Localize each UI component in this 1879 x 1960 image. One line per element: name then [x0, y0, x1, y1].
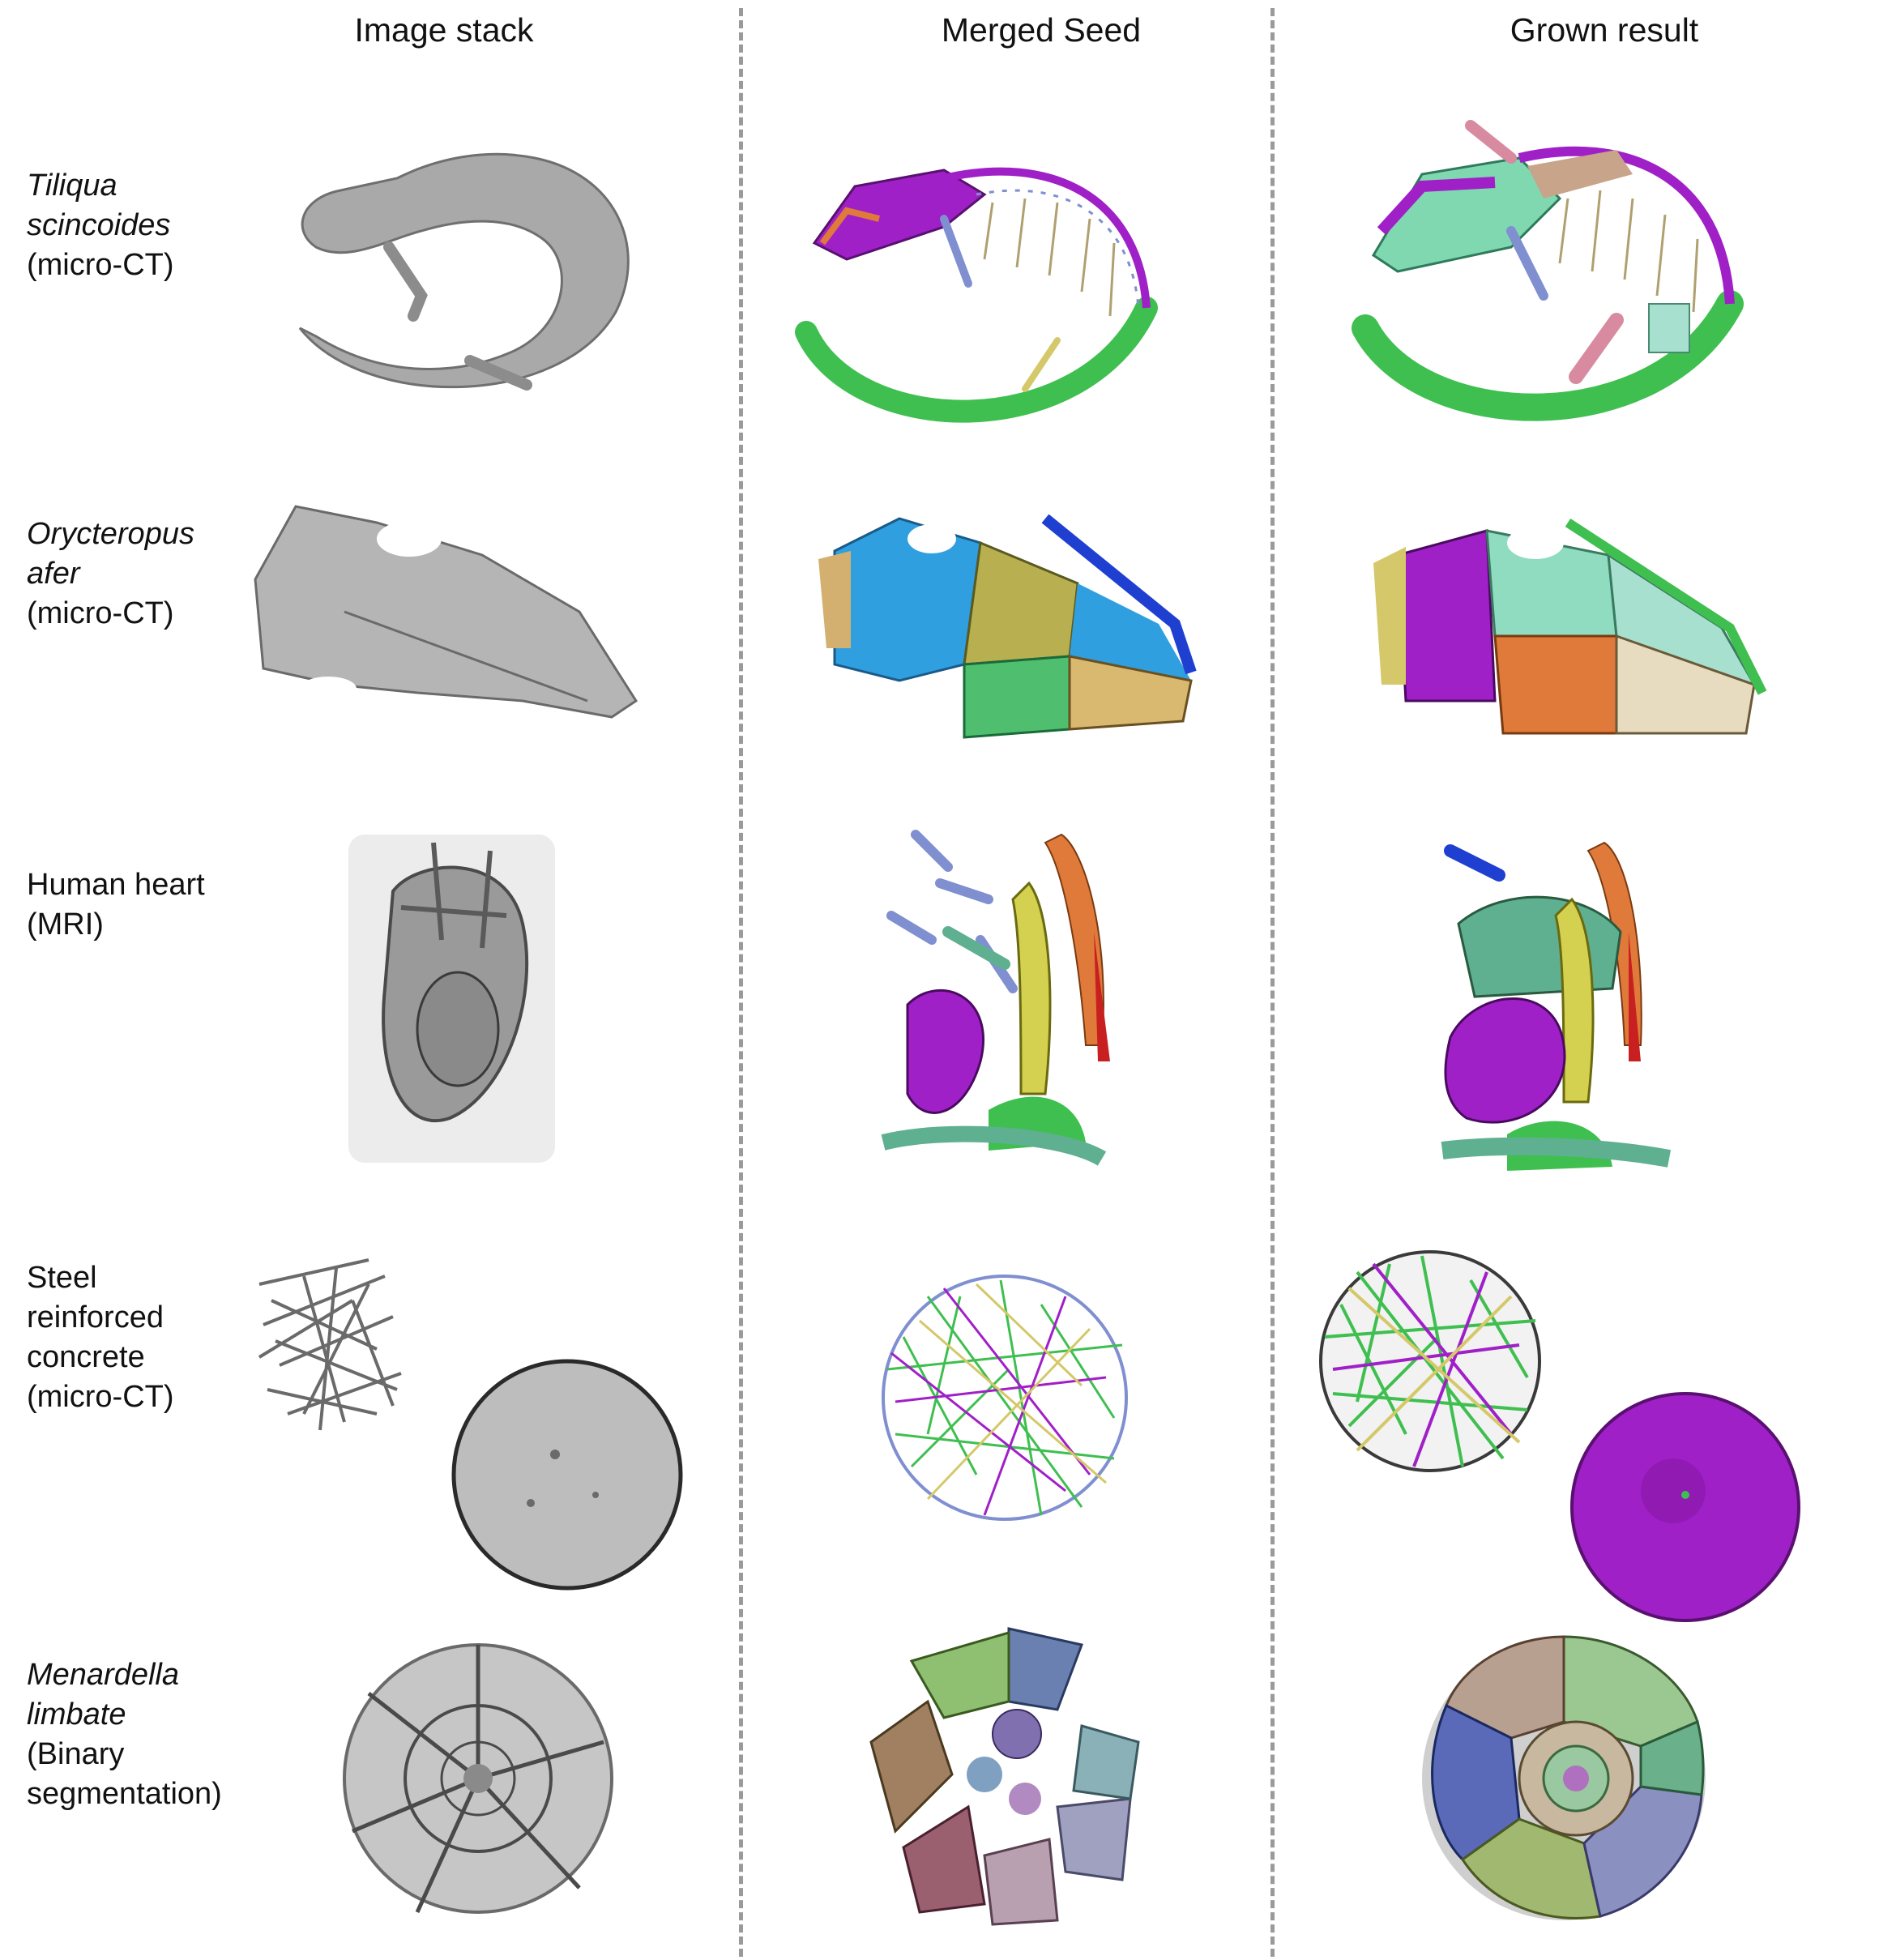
column-divider-left [739, 8, 743, 1957]
column-header-merged-seed: Merged Seed [941, 11, 1142, 49]
row-modality: (micro-CT) [27, 596, 174, 630]
row-label-tiliqua: Tiliqua scincoides (micro-CT) [27, 166, 174, 285]
row-name-line: Human heart [27, 868, 205, 902]
row-modality: (micro-CT) [27, 248, 174, 282]
foram-image-stack [336, 1629, 620, 1928]
heart-merged-seed [867, 818, 1183, 1183]
row-name-line: concrete [27, 1340, 145, 1374]
row-label-menardella: Menardella limbate (Binary segmentation) [27, 1655, 222, 1814]
row-name-line: Orycteropus [27, 517, 194, 551]
column-header-grown-result: Grown result [1510, 11, 1699, 49]
row-name-line: afer [27, 557, 80, 591]
lizard-grown-result [1349, 109, 1779, 450]
row-name-line: Tiliqua [27, 169, 117, 203]
skull-merged-seed [802, 502, 1207, 770]
row-name-line: reinforced [27, 1300, 164, 1334]
row-name-line: limbate [27, 1697, 126, 1732]
concrete-grown-result [1317, 1248, 1803, 1629]
row-modality: (micro-CT) [27, 1380, 174, 1414]
column-divider-right [1270, 8, 1275, 1957]
concrete-image-stack [255, 1252, 693, 1592]
foram-merged-seed [863, 1612, 1155, 1932]
foram-grown-result [1414, 1625, 1714, 1932]
row-label-orycteropus: Orycteropus afer (micro-CT) [27, 515, 194, 634]
concrete-merged-seed [879, 1272, 1130, 1523]
skull-grown-result [1349, 498, 1770, 774]
row-modality: (Binary [27, 1737, 125, 1771]
row-modality: segmentation) [27, 1777, 222, 1811]
column-header-image-stack: Image stack [354, 11, 534, 49]
heart-grown-result [1426, 826, 1710, 1175]
heart-image-stack [344, 826, 559, 1167]
row-label-concrete: Steel reinforced concrete (micro-CT) [27, 1258, 174, 1417]
row-name-line: scincoides [27, 208, 171, 242]
lizard-merged-seed [790, 122, 1195, 454]
skull-image-stack [239, 490, 644, 766]
row-modality: (MRI) [27, 907, 104, 942]
row-label-heart: Human heart (MRI) [27, 865, 205, 945]
row-name-line: Menardella [27, 1658, 179, 1692]
row-name-line: Steel [27, 1261, 97, 1295]
lizard-image-stack [267, 142, 648, 433]
